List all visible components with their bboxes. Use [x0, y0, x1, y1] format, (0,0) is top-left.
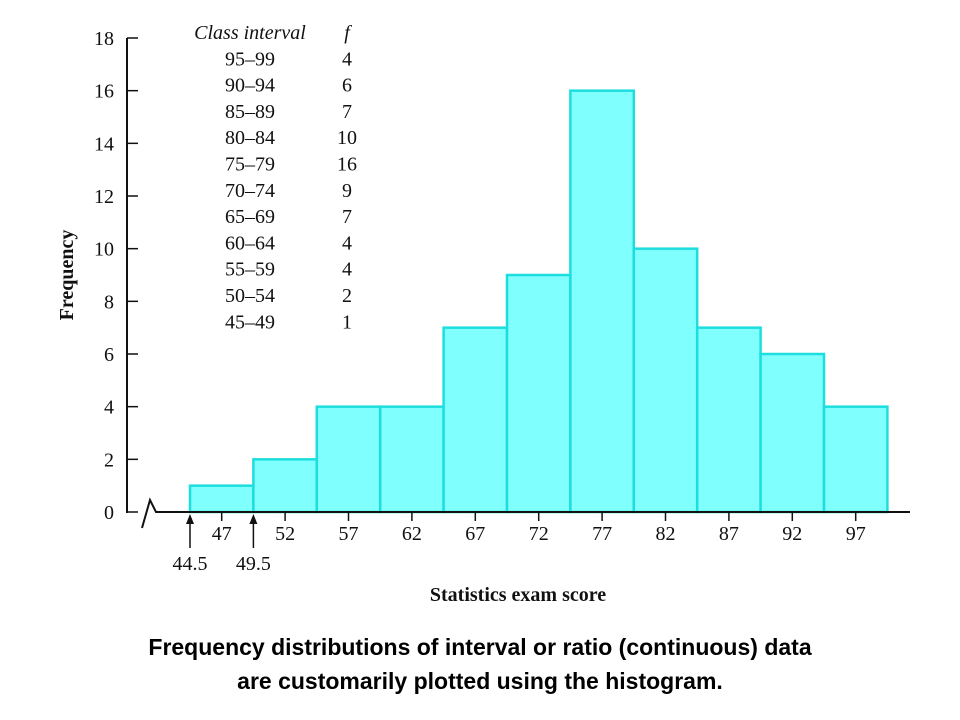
bar-82	[632, 247, 699, 514]
y-tick-label-6: 6	[104, 344, 114, 366]
x-tick-label-47: 47	[212, 523, 232, 545]
annotation-label-44.5: 44.5	[173, 553, 208, 575]
table-cell-interval: 75–79	[225, 154, 275, 176]
bar-62	[378, 405, 445, 514]
table-cell-frequency: 10	[337, 127, 357, 149]
table-header-interval: Class interval	[194, 22, 306, 44]
frequency-table: Class interval f 95–99 4 90–94 6 85–89 7 80–84 10…	[194, 22, 357, 333]
x-axis-title: Statistics exam score	[430, 584, 606, 606]
annotation-arrowhead	[186, 514, 194, 524]
table-cell-frequency: 2	[342, 285, 352, 307]
table-cell-interval: 55–59	[225, 259, 275, 281]
table-cell-interval: 90–94	[225, 75, 275, 97]
x-tick-label-82: 82	[656, 523, 676, 545]
y-tick-label-4: 4	[104, 397, 114, 419]
annotation-arrowhead	[249, 514, 258, 524]
x-tick-label-92: 92	[782, 523, 802, 545]
table-cell-frequency: 7	[342, 206, 352, 228]
table-cell-interval: 80–84	[225, 127, 275, 149]
bar-72	[505, 273, 572, 514]
x-tick-label-57: 57	[339, 523, 359, 545]
y-tick-label-2: 2	[104, 449, 114, 471]
bar-52	[252, 458, 319, 514]
x-tick-label-72: 72	[529, 523, 549, 545]
caption-line-1: Frequency distributions of interval or r…	[148, 634, 812, 660]
table-cell-interval: 70–74	[225, 180, 275, 202]
bar-67	[442, 326, 509, 514]
bar-57	[315, 405, 382, 514]
x-ticks-group: 47 52 57 62 67 72 77 82 87 92 97	[212, 512, 866, 545]
y-axis-title: Frequency	[56, 230, 78, 321]
table-cell-frequency: 6	[342, 75, 352, 97]
axis-break-mark	[141, 497, 166, 529]
bar-87	[695, 326, 762, 514]
y-tick-label-10: 10	[94, 239, 114, 261]
table-cell-frequency: 16	[337, 154, 357, 176]
x-tick-label-67: 67	[465, 523, 485, 545]
table-cell-interval: 60–64	[225, 232, 275, 254]
table-cell-frequency: 4	[342, 259, 352, 281]
table-cell-interval: 85–89	[225, 101, 275, 123]
table-cell-interval: 45–49	[225, 311, 275, 333]
y-tick-label-14: 14	[94, 133, 114, 155]
table-header-f: f	[344, 22, 352, 44]
caption-line-2: are customarily plotted using the histog…	[237, 668, 723, 694]
y-tick-label-18: 18	[94, 28, 114, 50]
x-tick-label-97: 97	[846, 523, 866, 545]
x-tick-label-62: 62	[402, 523, 422, 545]
y-tick-label-0: 0	[104, 502, 114, 524]
x-tick-label-52: 52	[275, 523, 295, 545]
table-cell-interval: 95–99	[225, 48, 275, 70]
table-cell-frequency: 4	[342, 232, 352, 254]
bar-92	[759, 352, 826, 514]
bars-group	[188, 89, 889, 514]
table-cell-frequency: 4	[342, 48, 352, 70]
table-cell-interval: 65–69	[225, 206, 275, 228]
bar-47	[188, 484, 255, 514]
y-tick-label-8: 8	[104, 291, 114, 313]
table-cell-frequency: 9	[342, 180, 352, 202]
y-tick-label-16: 16	[94, 81, 114, 103]
y-tick-label-12: 12	[94, 186, 114, 208]
annotation-label-49.5: 49.5	[236, 553, 271, 575]
boundary-annotations: 44.5 49.5	[173, 514, 271, 575]
y-ticks-group: 0 2 4 6 8 10 12 14 16 18	[94, 28, 138, 524]
caption: Frequency distributions of interval or r…	[0, 630, 960, 698]
bar-97	[822, 405, 889, 514]
table-cell-interval: 50–54	[225, 285, 275, 307]
bar-77	[569, 89, 636, 514]
x-tick-label-77: 77	[592, 523, 612, 545]
table-cell-frequency: 7	[342, 101, 352, 123]
table-cell-frequency: 1	[342, 311, 352, 333]
x-tick-label-87: 87	[719, 523, 739, 545]
